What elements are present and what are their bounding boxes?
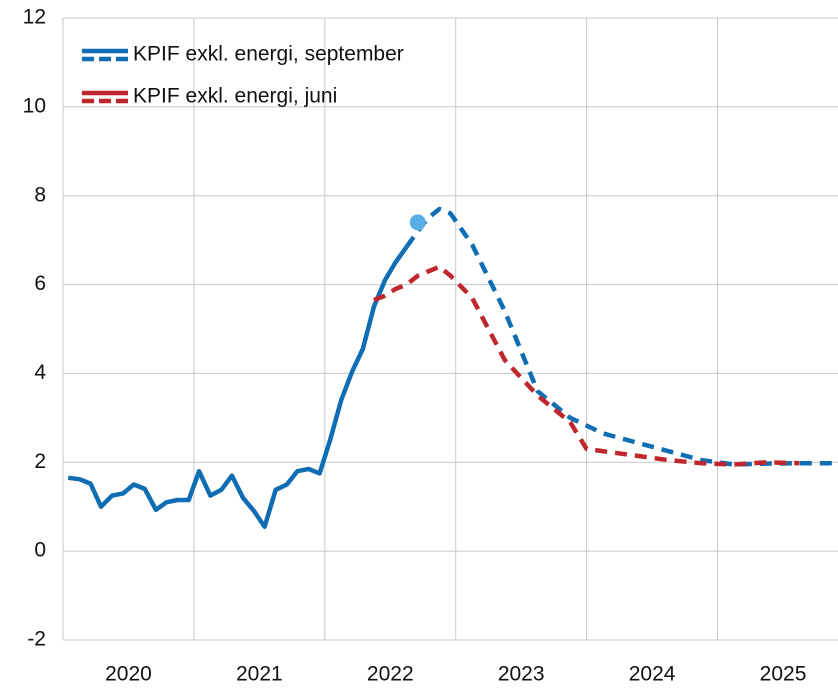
legend-label: KPIF exkl. energi, september (133, 43, 404, 66)
x-tick-label: 2024 (629, 663, 676, 686)
y-tick-label: 12 (23, 6, 46, 29)
legend-label: KPIF exkl. energi, juni (133, 85, 337, 108)
y-tick-label: 0 (34, 539, 46, 562)
x-tick-label: 2025 (760, 663, 807, 686)
y-tick-label: 6 (34, 272, 46, 295)
y-tick-label: 2 (34, 450, 46, 473)
x-tick-label: 2020 (105, 663, 152, 686)
x-tick-label: 2023 (498, 663, 545, 686)
line-actual (67, 245, 409, 529)
marker (409, 214, 426, 231)
line-forecast (404, 206, 833, 467)
y-tick-label: 4 (34, 361, 46, 384)
y-tick-label: -2 (27, 628, 46, 651)
x-tick-label: 2021 (236, 663, 283, 686)
x-tick-label: 2022 (367, 663, 414, 686)
y-tick-label: 10 (23, 94, 46, 117)
y-tick-label: 8 (34, 183, 46, 206)
